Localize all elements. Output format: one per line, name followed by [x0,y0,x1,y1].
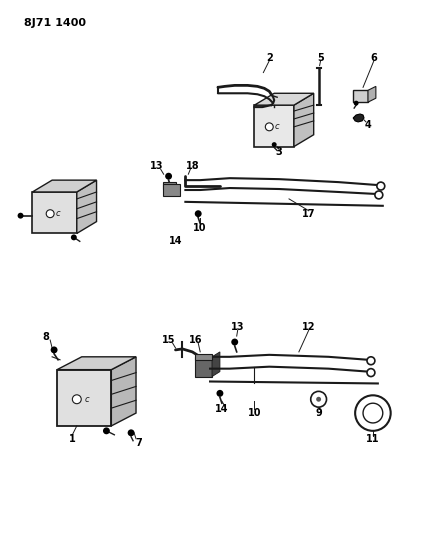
Text: 3: 3 [276,148,282,157]
Text: c: c [275,123,279,131]
Text: 14: 14 [169,236,182,246]
Circle shape [51,346,57,353]
Circle shape [367,369,375,376]
Circle shape [18,213,24,219]
Circle shape [354,101,359,106]
Polygon shape [195,354,212,360]
Polygon shape [33,192,77,233]
Circle shape [71,235,77,240]
Polygon shape [353,90,368,102]
Polygon shape [163,184,181,196]
Polygon shape [57,370,111,426]
Circle shape [128,430,134,437]
Text: 15: 15 [162,335,175,345]
Circle shape [265,123,273,131]
Circle shape [72,395,81,403]
Text: 6: 6 [371,53,377,63]
Polygon shape [294,93,314,147]
Polygon shape [368,86,376,102]
Circle shape [46,210,54,217]
Polygon shape [77,180,97,233]
Text: 8: 8 [43,332,50,342]
Circle shape [375,191,383,199]
Circle shape [311,391,327,407]
Text: 11: 11 [366,434,380,444]
Circle shape [103,427,110,434]
Text: 8J71 1400: 8J71 1400 [24,18,86,28]
Text: 14: 14 [215,404,229,414]
Circle shape [231,338,238,345]
Circle shape [195,210,202,217]
Polygon shape [195,357,212,376]
Polygon shape [111,357,136,426]
Text: c: c [56,209,60,218]
Text: 10: 10 [248,408,261,418]
Polygon shape [255,105,294,147]
Text: 13: 13 [150,161,163,171]
Text: 2: 2 [266,53,273,63]
Circle shape [316,397,321,402]
Text: 9: 9 [315,408,322,418]
Text: 10: 10 [193,223,207,233]
Polygon shape [33,180,97,192]
Polygon shape [57,357,136,370]
Text: 3: 3 [370,409,376,417]
Polygon shape [163,182,175,189]
Text: 13: 13 [231,322,244,332]
Text: c: c [84,395,89,404]
Text: 17: 17 [302,209,315,219]
Circle shape [355,395,391,431]
Circle shape [363,403,383,423]
Circle shape [367,357,375,365]
Text: 4: 4 [365,120,372,130]
Polygon shape [353,114,364,122]
Text: 5: 5 [317,53,324,63]
Text: 12: 12 [302,322,315,332]
Polygon shape [255,93,314,105]
Polygon shape [212,352,220,376]
Text: 16: 16 [188,335,202,345]
Text: 1: 1 [68,434,75,444]
Circle shape [165,173,172,180]
Circle shape [377,182,385,190]
Text: 7: 7 [136,438,143,448]
Text: 18: 18 [185,161,199,171]
Circle shape [217,390,223,397]
Circle shape [272,142,276,147]
